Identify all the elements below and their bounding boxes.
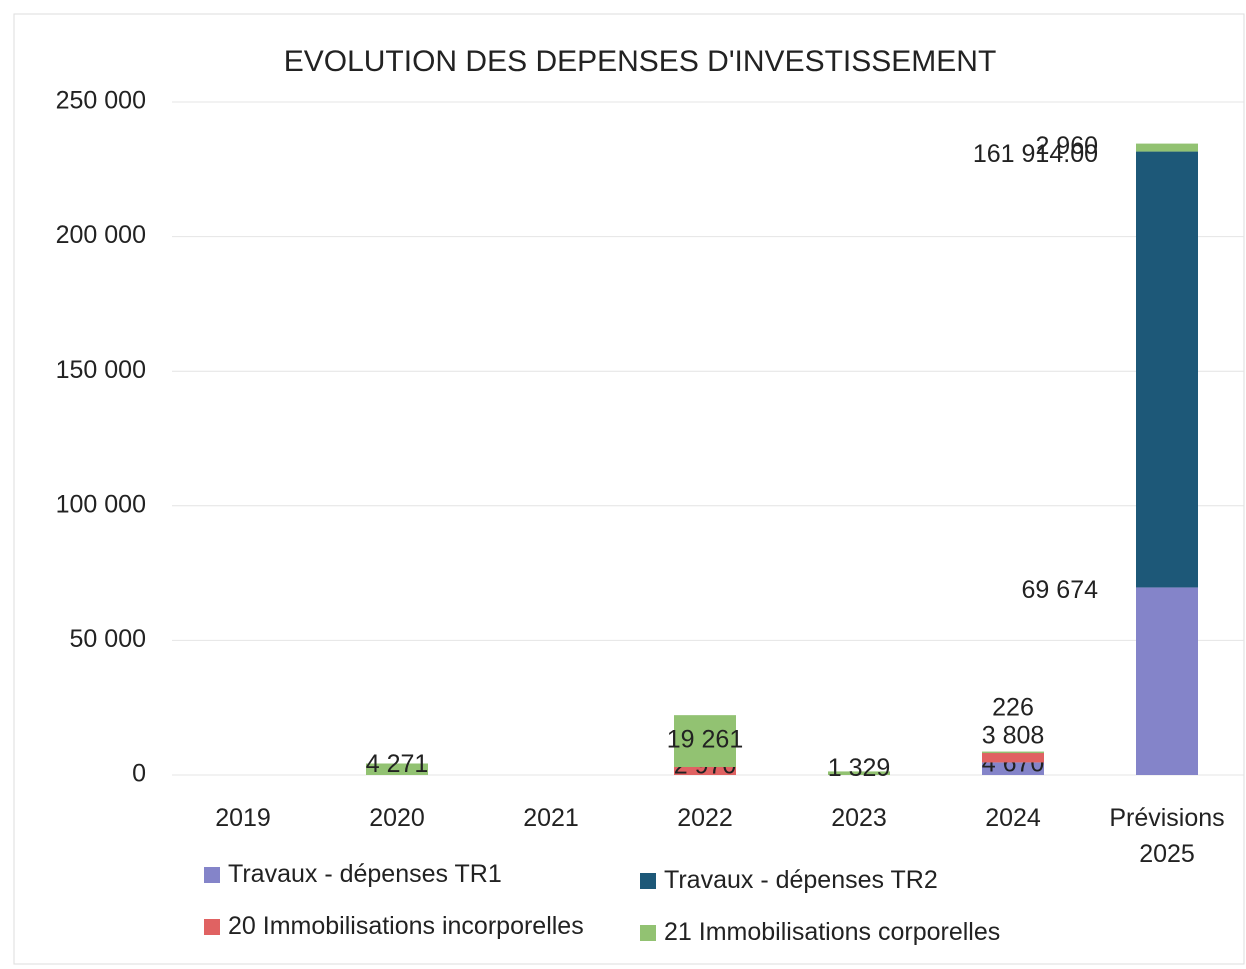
legend-item: Travaux - dépenses TR2 — [640, 866, 938, 895]
data-label: 161 914.00 — [973, 140, 1098, 168]
y-tick-label: 50 000 — [70, 625, 146, 653]
x-tick-label: 2022 — [677, 804, 733, 832]
x-tick-label: 2021 — [523, 804, 579, 832]
y-tick-label: 250 000 — [56, 87, 146, 115]
legend-label: 21 Immobilisations corporelles — [664, 918, 1001, 946]
chart-title: EVOLUTION DES DEPENSES D'INVESTISSEMENT — [284, 45, 997, 78]
data-label: 1 329 — [828, 754, 891, 782]
legend-swatch — [640, 872, 656, 889]
bar-segment — [1136, 151, 1198, 588]
data-label: 3 808 — [982, 721, 1045, 749]
legend-label: 20 Immobilisations incorporelles — [228, 912, 584, 940]
data-label: 2 960 — [1035, 132, 1098, 160]
legend-item: 21 Immobilisations corporelles — [640, 918, 1000, 947]
x-tick-label: Prévisions 2025 — [1109, 804, 1225, 868]
bar-segment — [828, 771, 890, 775]
legend-label: Travaux - dépenses TR2 — [664, 866, 938, 894]
x-tick-label: 2019 — [215, 804, 271, 832]
legend-item: 20 Immobilisations incorporelles — [204, 912, 584, 941]
x-tick-label: 2024 — [985, 804, 1041, 832]
data-label: 226 — [992, 693, 1034, 721]
legend-item: Travaux - dépenses TR1 — [204, 860, 502, 889]
y-tick-label: 100 000 — [56, 490, 146, 518]
bar-segment — [982, 752, 1044, 763]
legend-swatch — [640, 924, 656, 941]
y-tick-label: 0 — [132, 760, 146, 788]
x-tick-label: 2023 — [831, 804, 887, 832]
data-label: 4 271 — [366, 750, 429, 778]
bar-segment — [982, 751, 1044, 754]
bar-segment — [1136, 587, 1198, 775]
legend-label: Travaux - dépenses TR1 — [228, 860, 502, 888]
y-tick-label: 150 000 — [56, 356, 146, 384]
bar-segment — [982, 762, 1044, 775]
x-tick-label: 2020 — [369, 804, 425, 832]
data-label: 19 261 — [667, 726, 743, 754]
bar-segment — [674, 715, 736, 768]
data-label: 69 674 — [1022, 576, 1099, 604]
legend-swatch — [204, 866, 220, 883]
bar-segment — [674, 767, 736, 775]
bar-segment — [366, 763, 428, 775]
y-tick-label: 200 000 — [56, 221, 146, 249]
chart-border — [13, 13, 1245, 965]
bar-segment — [1136, 143, 1198, 152]
legend-swatch — [204, 918, 220, 935]
